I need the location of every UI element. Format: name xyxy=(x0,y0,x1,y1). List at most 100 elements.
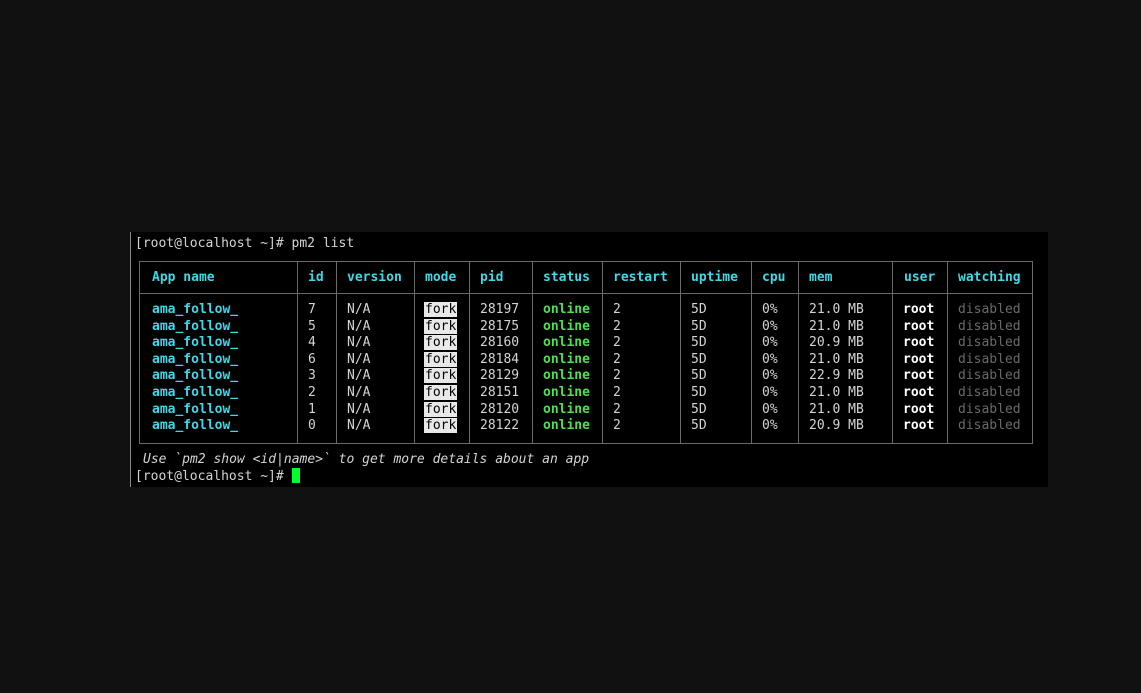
cell-mem: 22.9 MB xyxy=(809,368,864,384)
cell-restart: 2 xyxy=(613,335,621,351)
cell-status: online xyxy=(543,401,590,417)
cell-watching: disabled xyxy=(958,418,1021,434)
cell-mode: fork xyxy=(424,302,458,317)
cell-id: 3 xyxy=(308,368,316,384)
column-divider xyxy=(947,262,948,443)
cell-watching: disabled xyxy=(958,401,1021,417)
prompt: [root@localhost ~]# xyxy=(135,469,292,484)
prompt-line[interactable]: [root@localhost ~]# xyxy=(135,468,300,484)
cell-mem: 20.9 MB xyxy=(809,418,864,434)
cell-user: root xyxy=(903,302,935,317)
table-row[interactable]: ama_follow_ 7 N/A fork 28197 online 2 5D 0% 21.0 … xyxy=(140,302,1032,318)
header-uptime: uptime xyxy=(691,270,738,285)
cell-user: root xyxy=(903,318,935,334)
cell-uptime: 5D xyxy=(691,385,707,400)
cell-cpu: 0% xyxy=(762,351,778,367)
header-watching: watching xyxy=(958,270,1021,285)
cell-id: 4 xyxy=(308,335,316,351)
cell-app-name: ama_follow_ xyxy=(152,351,239,367)
cell-restart: 2 xyxy=(613,385,621,400)
cell-version: N/A xyxy=(347,302,371,317)
cell-app-name: ama_follow_ xyxy=(152,385,239,400)
cell-pid: 28184 xyxy=(480,351,520,367)
cell-watching: disabled xyxy=(958,385,1021,400)
cell-mode: fork xyxy=(424,368,458,384)
table-row[interactable]: ama_follow_ 5 N/A fork 28175 online 2 5D 0% 21.0 … xyxy=(140,318,1032,335)
table-row[interactable]: ama_follow_ 0 N/A fork 28122 online 2 5D 0% 20.9 … xyxy=(140,418,1032,434)
column-divider xyxy=(414,262,415,443)
table-row[interactable]: ama_follow_ 4 N/A fork 28160 online 2 5D 0% 20.9 … xyxy=(140,335,1032,351)
cell-id: 2 xyxy=(308,385,316,400)
table-row[interactable]: ama_follow_ 3 N/A fork 28129 online 2 5D 0% 22.9 … xyxy=(140,368,1032,384)
cell-watching: disabled xyxy=(958,368,1021,384)
column-divider xyxy=(336,262,337,443)
cell-app-name: ama_follow_ xyxy=(152,335,239,351)
cell-restart: 2 xyxy=(613,418,621,434)
cell-status: online xyxy=(543,368,590,384)
header-status: status xyxy=(543,270,590,285)
cell-restart: 2 xyxy=(613,351,621,367)
cell-uptime: 5D xyxy=(691,418,707,434)
terminal-window[interactable]: [root@localhost ~]# pm2 list App name id v… xyxy=(130,232,1048,487)
cell-mem: 21.0 MB xyxy=(809,318,864,334)
cell-uptime: 5D xyxy=(691,318,707,334)
header-app-name: App name xyxy=(152,270,215,285)
cell-uptime: 5D xyxy=(691,401,707,417)
cell-restart: 2 xyxy=(613,368,621,384)
cell-app-name: ama_follow_ xyxy=(152,302,239,317)
cell-user: root xyxy=(903,368,935,384)
column-divider xyxy=(680,262,681,443)
cell-cpu: 0% xyxy=(762,302,778,317)
cell-mode: fork xyxy=(424,385,458,400)
cell-user: root xyxy=(903,401,935,417)
column-divider xyxy=(297,262,298,443)
hint-text: Use `pm2 show <id|name>` to get more det… xyxy=(143,452,590,467)
cell-uptime: 5D xyxy=(691,335,707,351)
cell-cpu: 0% xyxy=(762,385,778,400)
column-divider xyxy=(798,262,799,443)
cell-mem: 21.0 MB xyxy=(809,351,864,367)
cell-cpu: 0% xyxy=(762,368,778,384)
cell-restart: 2 xyxy=(613,302,621,317)
cell-status: online xyxy=(543,351,590,367)
cell-app-name: ama_follow_ xyxy=(152,401,239,417)
cell-id: 7 xyxy=(308,302,316,317)
cell-pid: 28151 xyxy=(480,385,520,400)
column-divider xyxy=(602,262,603,443)
cell-uptime: 5D xyxy=(691,368,707,384)
cell-mem: 20.9 MB xyxy=(809,335,864,351)
cell-status: online xyxy=(543,385,590,400)
cell-restart: 2 xyxy=(613,401,621,417)
table-row[interactable]: ama_follow_ 1 N/A fork 28120 online 2 5D 0% 21.0 … xyxy=(140,401,1032,418)
cell-id: 6 xyxy=(308,351,316,367)
table-row[interactable]: ama_follow_ 2 N/A fork 28151 online 2 5D 0% 21.0 … xyxy=(140,385,1032,401)
cell-mode: fork xyxy=(424,418,458,434)
cell-restart: 2 xyxy=(613,318,621,334)
header-restart: restart xyxy=(613,270,668,285)
cell-user: root xyxy=(903,385,935,400)
cell-mem: 21.0 MB xyxy=(809,401,864,417)
header-user: user xyxy=(904,270,936,285)
cell-cpu: 0% xyxy=(762,318,778,334)
header-divider xyxy=(140,293,1032,294)
column-divider xyxy=(532,262,533,443)
cell-pid: 28129 xyxy=(480,368,520,384)
column-divider xyxy=(892,262,893,443)
cell-watching: disabled xyxy=(958,351,1021,367)
cell-uptime: 5D xyxy=(691,351,707,367)
header-cpu: cpu xyxy=(762,270,786,285)
cursor xyxy=(291,468,300,483)
cell-pid: 28197 xyxy=(480,302,520,317)
cell-cpu: 0% xyxy=(762,418,778,434)
cell-app-name: ama_follow_ xyxy=(152,418,239,434)
cell-app-name: ama_follow_ xyxy=(152,368,239,384)
table-row[interactable]: ama_follow_ 6 N/A fork 28184 online 2 5D 0% 21.0 … xyxy=(140,351,1032,368)
cell-mode: fork xyxy=(424,401,458,417)
cell-id: 0 xyxy=(308,418,316,434)
cell-user: root xyxy=(903,351,935,367)
cell-cpu: 0% xyxy=(762,335,778,351)
cell-user: root xyxy=(903,418,935,434)
header-version: version xyxy=(347,270,402,285)
cell-pid: 28175 xyxy=(480,318,520,334)
cell-cpu: 0% xyxy=(762,401,778,417)
